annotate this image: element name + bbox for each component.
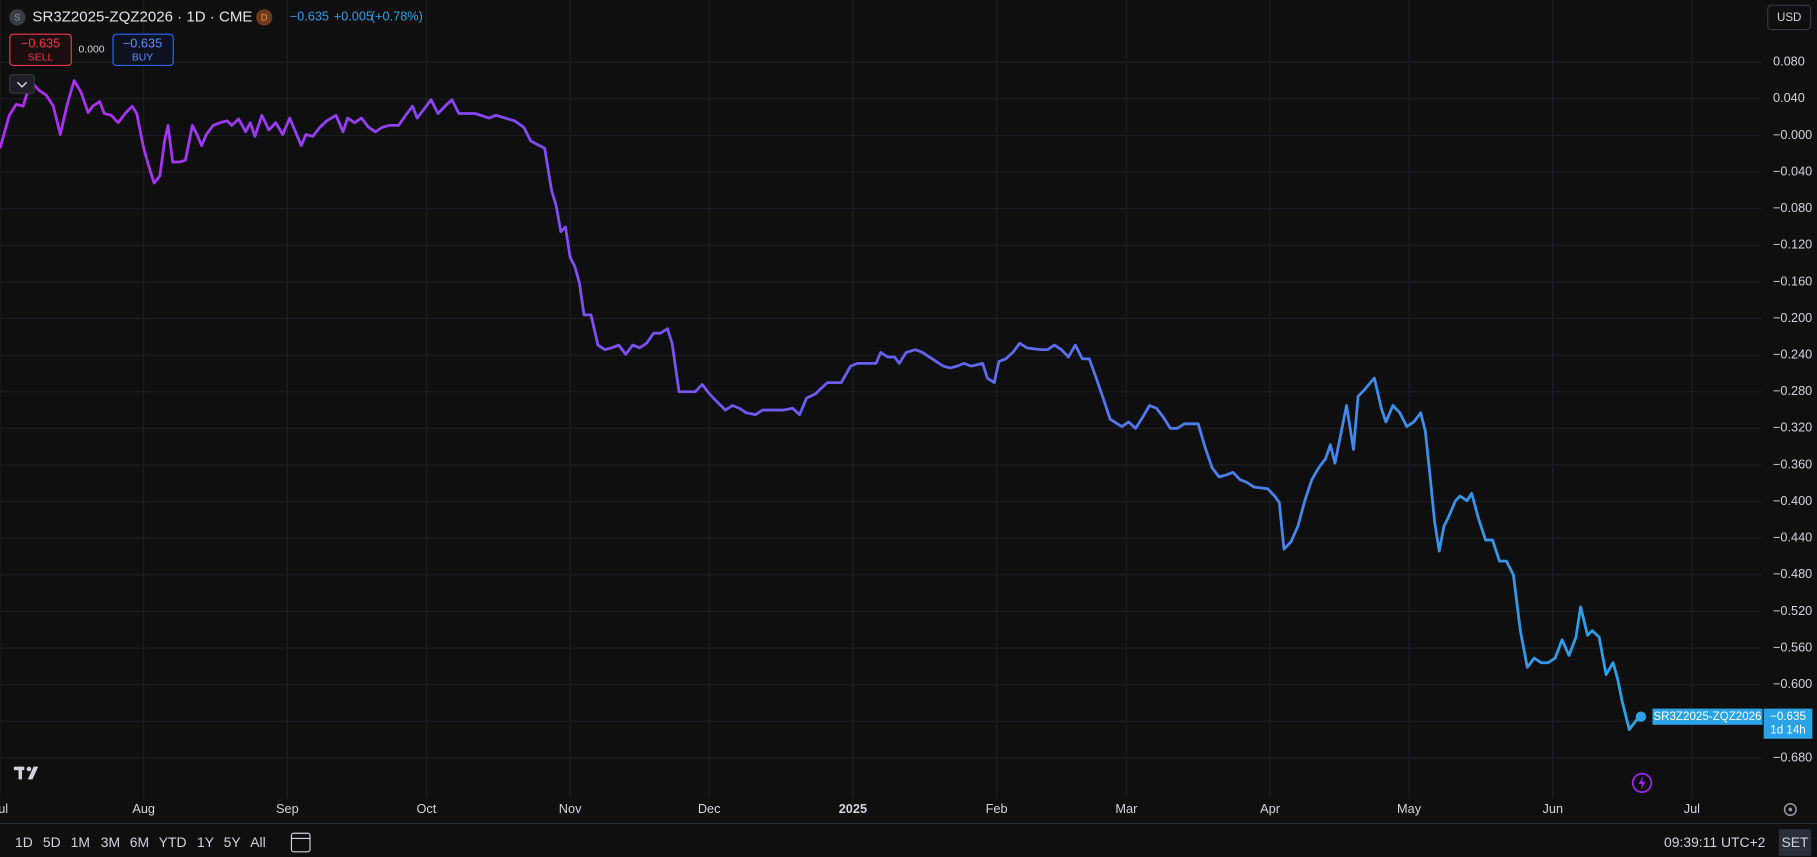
x-tick-label: 2025 xyxy=(839,801,867,816)
range-buttons: 1D 5D 1M 3M 6M YTD 1Y 5Y All xyxy=(15,834,266,850)
x-tick-label: Dec xyxy=(698,801,721,816)
x-tick-label: Aug xyxy=(132,801,155,816)
price-tag-countdown: 1d 14h xyxy=(1770,725,1805,737)
x-tick-label: Jun xyxy=(1543,801,1564,816)
y-tick-label: −0.520 xyxy=(1773,603,1812,618)
buy-button[interactable] xyxy=(112,33,174,67)
y-tick-label: −0.040 xyxy=(1773,163,1812,178)
y-tick-label: −0.280 xyxy=(1773,383,1812,398)
flag-letter: D xyxy=(261,12,268,22)
session: SET xyxy=(1781,834,1809,850)
y-tick-label: −0.600 xyxy=(1773,676,1812,691)
collapse-button[interactable] xyxy=(9,74,35,94)
y-tick-label: −0.320 xyxy=(1773,420,1812,435)
last-point xyxy=(1635,711,1647,722)
y-tick-label: −0.560 xyxy=(1773,639,1812,654)
grid xyxy=(0,0,1762,800)
y-tick-label: 0.080 xyxy=(1773,54,1805,69)
price: −0.635 xyxy=(290,9,329,24)
y-tick-label: −0.000 xyxy=(1773,127,1812,142)
tv-logo xyxy=(13,766,39,780)
x-tick-label: Apr xyxy=(1260,801,1281,816)
series-tag-label: SR3Z2025-ZQZ2026 xyxy=(1653,711,1761,723)
date-range-button[interactable] xyxy=(290,832,311,853)
range-button[interactable]: 5D xyxy=(43,834,61,850)
y-tick-label: −0.360 xyxy=(1773,456,1812,471)
price-tag-value: −0.635 xyxy=(1770,711,1806,723)
alert-icon[interactable] xyxy=(1631,772,1653,794)
buy-price: −0.635 xyxy=(123,35,162,50)
x-tick-label: Jul xyxy=(0,801,8,816)
session-button[interactable] xyxy=(1778,829,1812,856)
range-button[interactable]: 5Y xyxy=(224,834,241,850)
currency: USD xyxy=(1777,12,1801,24)
x-tick-label: Nov xyxy=(559,801,582,816)
x-tick-label: Oct xyxy=(417,801,437,816)
range-button[interactable]: YTD xyxy=(159,834,187,850)
y-tick-label: −0.080 xyxy=(1773,200,1812,215)
buy-label: BUY xyxy=(132,53,153,64)
change: +0.005 xyxy=(334,9,373,24)
y-tick-label: −0.440 xyxy=(1773,530,1812,545)
plot xyxy=(0,79,1642,731)
x-tick-label: Sep xyxy=(276,801,299,816)
price-tag xyxy=(1763,708,1813,739)
x-tick-label: May xyxy=(1397,801,1422,816)
range-button[interactable]: 3M xyxy=(101,834,120,850)
y-tick-label: −0.400 xyxy=(1773,493,1812,508)
settings-icon[interactable] xyxy=(1783,802,1797,817)
range-button[interactable]: 1Y xyxy=(197,834,214,850)
y-tick-label: −0.160 xyxy=(1773,273,1812,288)
bolt-icon xyxy=(1638,775,1646,790)
range-button[interactable]: 1D xyxy=(15,834,33,850)
symbol-icon xyxy=(9,9,26,26)
y-tick-label: −0.240 xyxy=(1773,347,1812,362)
symbol-icon-letter: S xyxy=(14,12,20,22)
sell-label: SELL xyxy=(28,53,54,64)
chevron-icon xyxy=(16,81,28,88)
range-button[interactable]: All xyxy=(250,834,265,850)
x-tick-label: Feb xyxy=(986,801,1008,816)
sell-price: −0.635 xyxy=(21,35,60,50)
y-tick-label: −0.120 xyxy=(1773,237,1812,252)
series-tag xyxy=(1652,708,1763,725)
settings-icon-dot xyxy=(1788,807,1793,812)
x-tick-label: Jul xyxy=(1684,801,1700,816)
price-line xyxy=(0,79,1642,731)
range-button[interactable]: 1M xyxy=(71,834,90,850)
currency-button[interactable] xyxy=(1767,4,1812,31)
symbol-title[interactable]: SR3Z2025-ZQZ2026 · 1D · CME xyxy=(32,8,252,25)
y-tick-label: −0.480 xyxy=(1773,566,1812,581)
clock: 09:39:11 UTC+2 xyxy=(1664,834,1766,850)
y-tick-label: −0.680 xyxy=(1773,749,1812,764)
change-pct: (+0.78%) xyxy=(371,9,423,24)
x-tick-label: Mar xyxy=(1115,801,1138,816)
spread: 0.000 xyxy=(79,45,105,56)
sell-button[interactable] xyxy=(9,33,72,67)
range-button[interactable]: 6M xyxy=(130,834,149,850)
flag-icon xyxy=(256,9,273,26)
y-tick-label: 0.040 xyxy=(1773,90,1805,105)
y-tick-label: −0.200 xyxy=(1773,310,1812,325)
